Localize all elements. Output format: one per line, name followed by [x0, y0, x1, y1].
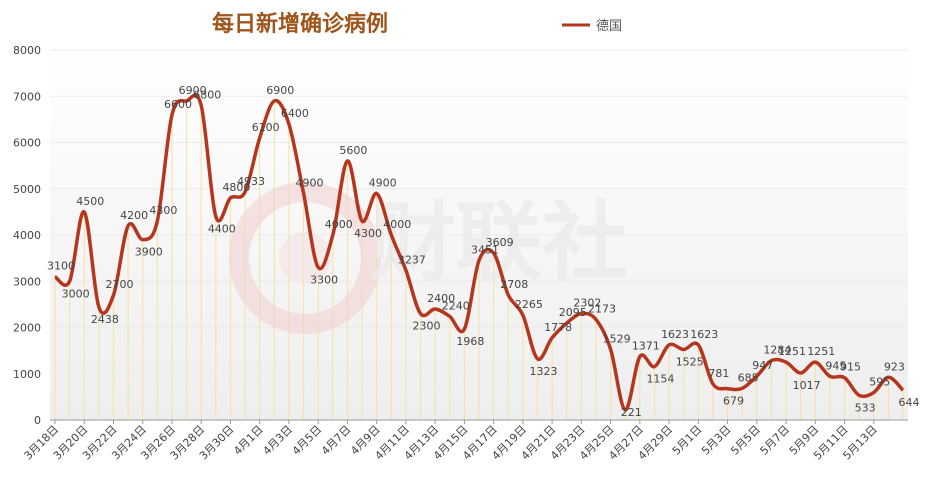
data-label: 1623	[661, 328, 689, 341]
legend: 德国	[562, 19, 622, 34]
data-label: 915	[840, 361, 861, 374]
data-label: 595	[869, 375, 890, 388]
data-label: 4500	[76, 195, 104, 208]
series-line-germany	[53, 93, 905, 412]
legend-label-0: 德国	[596, 19, 622, 34]
data-label: 679	[723, 395, 744, 408]
data-label: 3000	[62, 287, 90, 300]
data-label: 6900	[266, 84, 294, 97]
y-tick-label: 4000	[13, 229, 41, 242]
data-label: 4000	[383, 218, 411, 231]
data-label: 1284	[763, 344, 791, 357]
data-label: 4400	[208, 223, 236, 236]
data-label: 1154	[646, 373, 674, 386]
data-label: 2300	[413, 320, 441, 333]
data-label: 2708	[500, 278, 528, 291]
data-label: 1017	[793, 379, 821, 392]
data-label: 5600	[339, 144, 367, 157]
data-label: 1323	[529, 365, 557, 378]
x-tick-label: 5月7日	[758, 423, 793, 458]
y-tick-label: 3000	[13, 275, 41, 288]
data-label: 3300	[310, 273, 338, 286]
data-label: 221	[621, 406, 642, 419]
data-label: 1251	[778, 345, 806, 358]
data-label: 6800	[193, 89, 221, 102]
x-tick-label: 4月7日	[319, 423, 354, 458]
data-label: 2700	[105, 278, 133, 291]
data-label: 1529	[603, 332, 631, 345]
data-label: 4300	[149, 204, 177, 217]
x-tick-label: 4月1日	[231, 423, 266, 458]
data-label: 4200	[120, 209, 148, 222]
data-label: 2095	[559, 306, 587, 319]
watermark: 财联社	[229, 182, 628, 334]
y-tick-label: 2000	[13, 322, 41, 335]
data-label: 2400	[427, 292, 455, 305]
y-tick-label: 1000	[13, 368, 41, 381]
data-label: 3451	[471, 243, 499, 256]
data-label: 4900	[369, 176, 397, 189]
data-label: 1968	[456, 335, 484, 348]
data-label: 4800	[222, 181, 250, 194]
y-tick-label: 5000	[13, 183, 41, 196]
data-label: 4900	[296, 176, 324, 189]
data-label: 4000	[325, 218, 353, 231]
data-label: 4300	[354, 227, 382, 240]
y-tick-label: 7000	[13, 90, 41, 103]
data-label: 781	[708, 367, 729, 380]
data-label: 3900	[135, 246, 163, 259]
data-label: 4933	[237, 175, 265, 188]
data-label: 945	[825, 359, 846, 372]
data-label: 2173	[588, 302, 616, 315]
x-tick-label: 5月5日	[728, 423, 763, 458]
x-tick-label: 4月3日	[260, 423, 295, 458]
data-label: 3100	[47, 260, 75, 273]
chart-title: 每日新增确诊病例	[212, 11, 388, 37]
y-tick-label: 0	[34, 414, 41, 427]
data-label: 3237	[398, 253, 426, 266]
data-label: 2265	[515, 298, 543, 311]
data-label: 2240	[442, 299, 470, 312]
data-label: 685	[738, 371, 759, 384]
data-label: 2438	[91, 313, 119, 326]
data-label: 923	[884, 360, 905, 373]
x-tick-label: 5月1日	[670, 423, 705, 458]
watermark-text: 财联社	[370, 193, 628, 293]
y-axis: 0 1000 2000 3000 4000 5000 6000 7000 8000	[13, 44, 41, 427]
data-label: 1623	[690, 328, 718, 341]
x-tick-label: 5月3日	[699, 423, 734, 458]
data-label: 1251	[807, 345, 835, 358]
data-label: 6900	[179, 84, 207, 97]
x-axis: 3月18日3月20日3月22日3月24日3月26日3月28日3月30日4月1日4…	[22, 419, 908, 463]
data-label: 1778	[544, 321, 572, 334]
data-label: 1371	[632, 340, 660, 353]
data-label: 3609	[486, 236, 514, 249]
data-label: 6100	[252, 121, 280, 134]
data-label: 533	[855, 401, 876, 414]
data-label: 2302	[573, 297, 601, 310]
y-tick-label: 6000	[13, 137, 41, 150]
data-labels: 3100300045002438270042003900430066006900…	[47, 84, 920, 419]
data-label: 6600	[164, 98, 192, 111]
data-label: 1525	[676, 355, 704, 368]
y-tick-label: 8000	[13, 44, 41, 57]
data-label: 947	[752, 359, 773, 372]
x-tick-label: 4月5日	[290, 423, 325, 458]
data-label: 644	[899, 396, 920, 409]
data-label: 6400	[281, 107, 309, 120]
